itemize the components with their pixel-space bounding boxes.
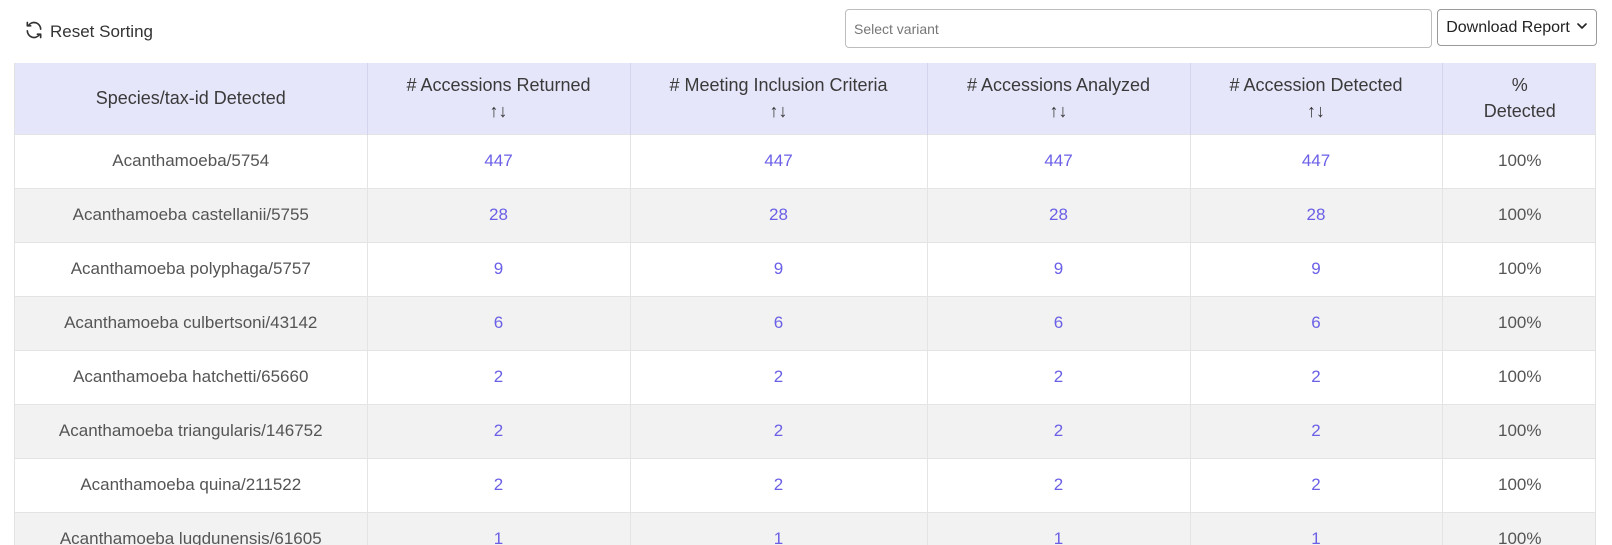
header-row: Species/tax-id Detected # Accessions Retu… [15,63,1595,134]
meeting-inclusion-cell[interactable]: 9 [630,241,928,296]
header-label: % Detected [1483,75,1556,122]
species-cell: Acanthamoeba lugdunensis/61605 [15,511,368,545]
table-row: Acanthamoeba quina/211522 2 2 2 2 100% [15,457,1595,512]
percent-detected-cell: 100% [1442,457,1595,512]
accessions-analyzed-header[interactable]: # Accessions Analyzed ↑↓ [927,63,1191,134]
sort-arrows-icon[interactable]: ↑↓ [769,101,788,122]
refresh-icon [24,20,44,45]
accession-detected-header[interactable]: # Accession Detected ↑↓ [1190,63,1443,134]
meeting-inclusion-cell[interactable]: 6 [630,295,928,350]
meeting-inclusion-cell[interactable]: 2 [630,403,928,458]
header-label: Species/tax-id Detected [95,88,286,109]
accessions-analyzed-cell[interactable]: 2 [927,457,1191,512]
accession-detected-cell[interactable]: 28 [1190,187,1443,242]
species-cell: Acanthamoeba culbertsoni/43142 [15,295,368,350]
header-label: # Accession Detected [1229,75,1403,96]
species-header: Species/tax-id Detected [15,63,368,134]
download-report-label: Download Report [1446,18,1570,36]
accessions-returned-cell[interactable]: 9 [367,241,631,296]
percent-detected-cell: 100% [1442,133,1595,188]
accessions-analyzed-cell[interactable]: 447 [927,133,1191,188]
sort-arrows-icon[interactable]: ↑↓ [1049,101,1068,122]
results-table: Species/tax-id Detected # Accessions Retu… [15,63,1595,545]
table-row: Acanthamoeba lugdunensis/61605 1 1 1 1 100% [15,511,1595,545]
meeting-inclusion-cell[interactable]: 2 [630,457,928,512]
percent-detected-cell: 100% [1442,403,1595,458]
percent-detected-header: % Detected [1442,63,1595,134]
meeting-inclusion-header[interactable]: # Meeting Inclusion Criteria ↑↓ [630,63,928,134]
accessions-returned-cell[interactable]: 2 [367,349,631,404]
accessions-returned-cell[interactable]: 2 [367,403,631,458]
accessions-returned-cell[interactable]: 1 [367,511,631,545]
accession-detected-cell[interactable]: 2 [1190,349,1443,404]
table-row: Acanthamoeba culbertsoni/43142 6 6 6 6 100% [15,295,1595,350]
accessions-analyzed-cell[interactable]: 9 [927,241,1191,296]
accession-detected-cell[interactable]: 447 [1190,133,1443,188]
header-label: # Accessions Returned [406,75,591,96]
percent-detected-cell: 100% [1442,187,1595,242]
accessions-analyzed-cell[interactable]: 2 [927,349,1191,404]
sort-arrows-icon[interactable]: ↑↓ [489,101,508,122]
accessions-returned-cell[interactable]: 28 [367,187,631,242]
accessions-returned-cell[interactable]: 2 [367,457,631,512]
accession-detected-cell[interactable]: 2 [1190,403,1443,458]
species-cell: Acanthamoeba quina/211522 [15,457,368,512]
meeting-inclusion-cell[interactable]: 1 [630,511,928,545]
table-row: Acanthamoeba polyphaga/5757 9 9 9 9 100% [15,241,1595,296]
percent-detected-cell: 100% [1442,295,1595,350]
results-table-container[interactable]: Species/tax-id Detected # Accessions Retu… [14,63,1596,545]
meeting-inclusion-cell[interactable]: 28 [630,187,928,242]
meeting-inclusion-cell[interactable]: 2 [630,349,928,404]
accessions-analyzed-cell[interactable]: 6 [927,295,1191,350]
accession-detected-cell[interactable]: 6 [1190,295,1443,350]
table-body: Acanthamoeba/5754 447 447 447 447 100% Acantha… [15,133,1595,545]
header-label: # Meeting Inclusion Criteria [669,75,888,96]
table-row: Acanthamoeba hatchetti/65660 2 2 2 2 100% [15,349,1595,404]
chevron-down-icon [1576,19,1588,37]
accession-detected-cell[interactable]: 9 [1190,241,1443,296]
percent-detected-cell: 100% [1442,241,1595,296]
table-row: Acanthamoeba castellanii/5755 28 28 28 28 100… [15,187,1595,242]
table-row: Acanthamoeba triangularis/146752 2 2 2 2 100% [15,403,1595,458]
table-header: Species/tax-id Detected # Accessions Retu… [15,63,1595,134]
species-cell: Acanthamoeba hatchetti/65660 [15,349,368,404]
species-cell: Acanthamoeba polyphaga/5757 [15,241,368,296]
meeting-inclusion-cell[interactable]: 447 [630,133,928,188]
accessions-returned-cell[interactable]: 6 [367,295,631,350]
accessions-returned-header[interactable]: # Accessions Returned ↑↓ [367,63,631,134]
reset-sorting-button[interactable]: Reset Sorting [24,20,153,44]
species-cell: Acanthamoeba/5754 [15,133,368,188]
accessions-returned-cell[interactable]: 447 [367,133,631,188]
accession-detected-cell[interactable]: 1 [1190,511,1443,545]
header-label: # Accessions Analyzed [966,75,1151,96]
reset-sorting-label: Reset Sorting [50,22,153,41]
accessions-analyzed-cell[interactable]: 1 [927,511,1191,545]
download-report-button[interactable]: Download Report [1437,9,1597,46]
table-row: Acanthamoeba/5754 447 447 447 447 100% [15,133,1595,188]
accessions-analyzed-cell[interactable]: 2 [927,403,1191,458]
accession-detected-cell[interactable]: 2 [1190,457,1443,512]
percent-detected-cell: 100% [1442,511,1595,545]
accessions-analyzed-cell[interactable]: 28 [927,187,1191,242]
select-variant-input[interactable] [845,9,1432,48]
species-cell: Acanthamoeba triangularis/146752 [15,403,368,458]
sort-arrows-icon[interactable]: ↑↓ [1307,101,1325,122]
toolbar: Reset Sorting Download Report [0,0,1612,62]
species-cell: Acanthamoeba castellanii/5755 [15,187,368,242]
percent-detected-cell: 100% [1442,349,1595,404]
